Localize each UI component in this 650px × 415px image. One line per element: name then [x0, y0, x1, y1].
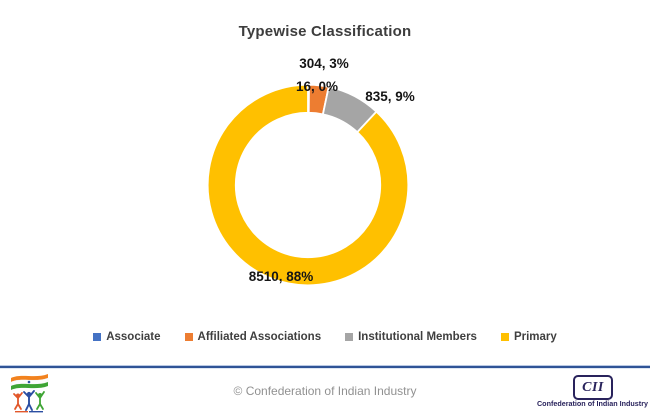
legend-label-affiliated-associations: Affiliated Associations: [197, 331, 322, 343]
legend-item-institutional-members: Institutional Members: [345, 331, 477, 343]
data-label-primary: 8510, 88%: [248, 269, 314, 284]
legend-swatch-institutional-members-icon: [345, 333, 354, 341]
donut-slice-primary: [206, 83, 410, 287]
cii-logo-caption: Confederation of Indian Industry: [536, 399, 648, 408]
cii-logo: CII: [573, 375, 613, 400]
cii-logo-abbr: CII: [582, 379, 604, 395]
data-label-associate: 16, 0%: [295, 79, 339, 94]
donut-chart: [206, 83, 410, 287]
legend-label-primary: Primary: [513, 331, 557, 343]
legend-swatch-associate-icon: [93, 333, 102, 341]
legend-label-institutional-members: Institutional Members: [358, 331, 477, 343]
chart-legend: Associate Affiliated Associations Instit…: [0, 331, 650, 343]
legend-item-primary: Primary: [500, 331, 557, 343]
legend-label-associate: Associate: [106, 331, 161, 343]
footer-divider: [0, 366, 650, 368]
data-label-affiliated-associations: 304, 3%: [299, 56, 349, 71]
india-figures-logo-icon: [10, 374, 49, 413]
legend-item-affiliated-associations: Affiliated Associations: [184, 331, 322, 343]
footer-copyright: © Confederation of Indian Industry: [233, 384, 417, 398]
legend-swatch-primary-icon: [500, 333, 509, 341]
chart-title: Typewise Classification: [238, 23, 412, 40]
legend-swatch-affiliated-associations-icon: [184, 333, 193, 341]
legend-item-associate: Associate: [93, 331, 161, 343]
data-label-institutional-members: 835, 9%: [365, 89, 415, 104]
